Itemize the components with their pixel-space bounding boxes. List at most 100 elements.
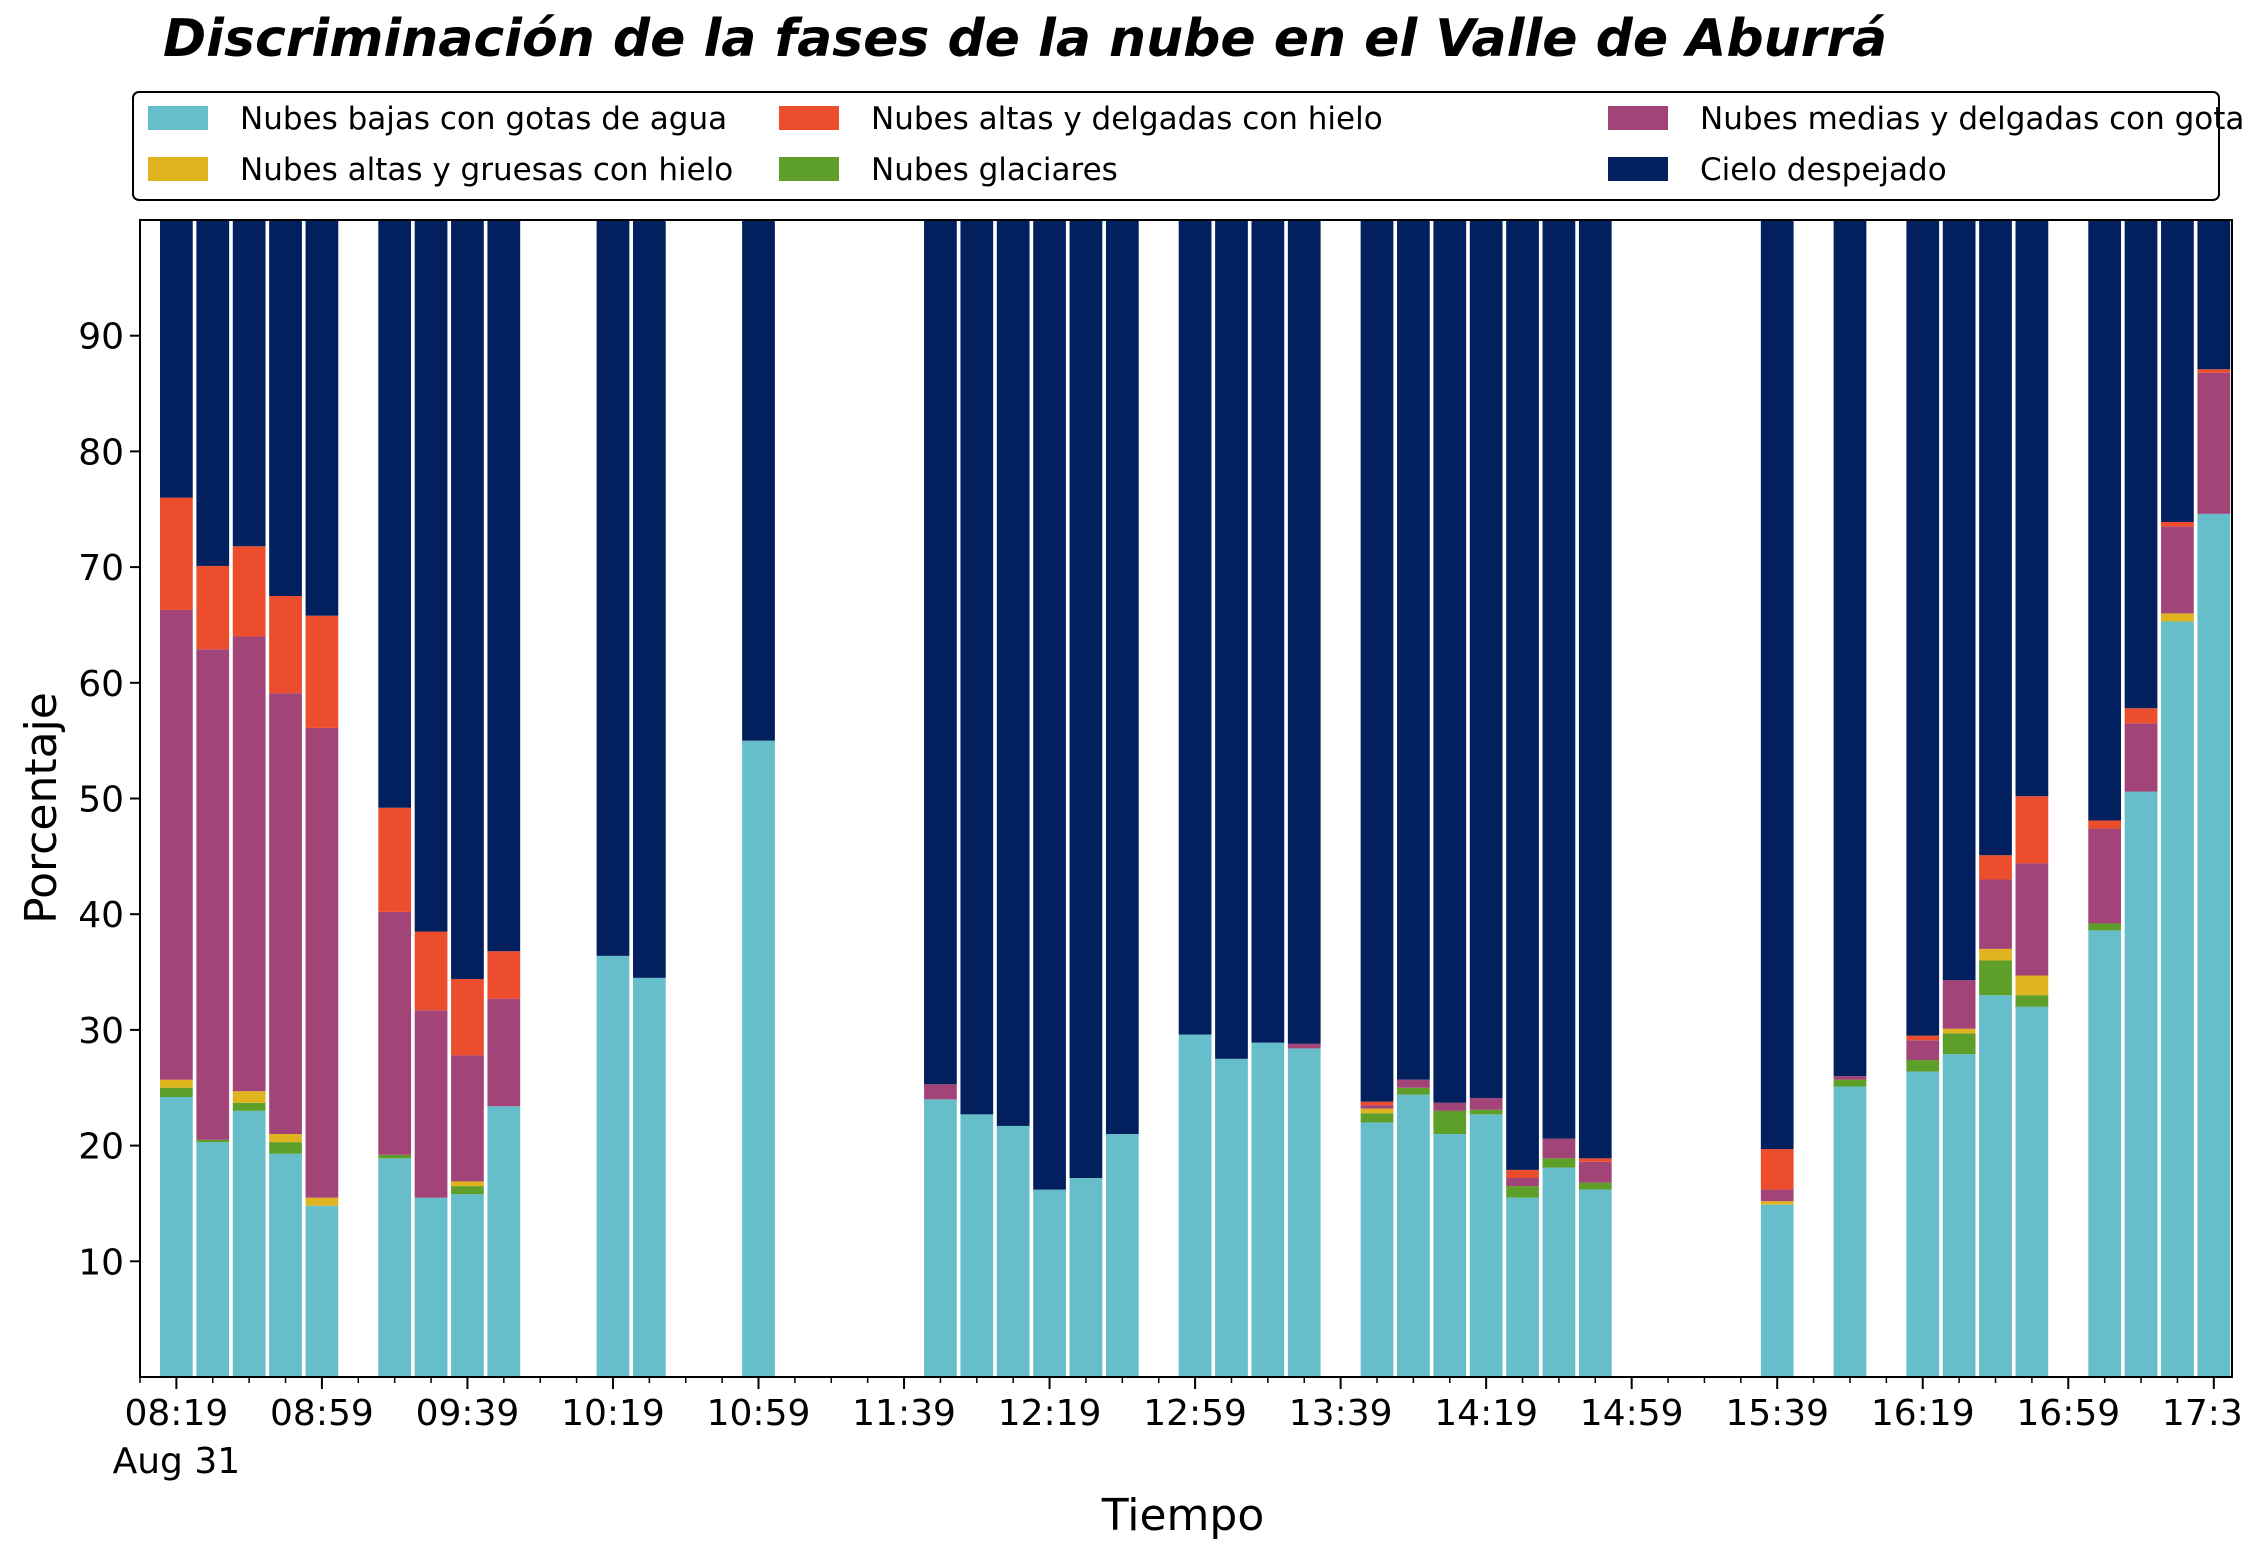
bar-group-0849 <box>269 220 302 1377</box>
bar-segment-5-s3 <box>378 911 412 1155</box>
bar-segment-30-s3 <box>1833 1076 1867 1080</box>
bar-segment-3-s3 <box>269 693 302 1135</box>
bar-segment-22-s4 <box>1360 1101 1394 1106</box>
bar-segment-2-s4 <box>232 546 266 637</box>
bar-segment-11-s0 <box>742 740 775 1377</box>
bar-segment-10-s5 <box>632 220 666 978</box>
bar-segment-1-s5 <box>196 220 230 566</box>
bar-segment-24-s3 <box>1433 1102 1467 1111</box>
chart-title: Discriminación de la fases de la nube en… <box>163 9 1887 69</box>
bar-segment-35-s3 <box>2088 828 2122 924</box>
bar-segment-8-s4 <box>487 951 521 999</box>
bar-segment-1-s1 <box>196 1139 230 1143</box>
bar-group-1619 <box>1906 220 1940 1377</box>
bar-segment-1-s0 <box>196 1142 230 1377</box>
bar-segment-29-s2 <box>1760 1201 1794 1205</box>
bar-segment-7-s1 <box>451 1186 484 1195</box>
bar-group-1209 <box>996 220 1030 1377</box>
y-tick-label-40: 40 <box>78 895 124 936</box>
x-tick-sublabel-19: Aug 31 <box>113 1441 241 1482</box>
bar-group-1439 <box>1542 220 1576 1377</box>
bar-segment-29-s5 <box>1760 220 1794 1150</box>
bar-group-1639 <box>1979 220 2012 1377</box>
bar-segment-21-s5 <box>1287 220 1321 1044</box>
bar-segment-16-s0 <box>1069 1178 1103 1377</box>
bar-segment-29-s3 <box>1760 1189 1794 1202</box>
y-tick-label-70: 70 <box>78 548 124 589</box>
bar-segment-38-s4 <box>2197 369 2231 373</box>
bar-group-0949 <box>487 220 521 1377</box>
bar-group-0939 <box>451 220 484 1377</box>
bar-group-0859 <box>305 220 339 1377</box>
bar-segment-26-s0 <box>1506 1197 1539 1377</box>
bar-segment-29-s0 <box>1760 1204 1794 1377</box>
bar-segment-37-s4 <box>2161 521 2194 527</box>
y-tick-label-80: 80 <box>78 432 124 473</box>
legend-label-3: Nubes medias y delgadas con gotas de agu… <box>1700 101 2244 137</box>
bar-segment-12-s5 <box>924 220 957 1085</box>
bar-segment-36-s4 <box>2124 708 2158 724</box>
bar-segment-0-s1 <box>160 1087 193 1098</box>
bar-segment-36-s5 <box>2124 220 2158 709</box>
bar-segment-23-s1 <box>1397 1087 1430 1095</box>
y-tick-label-10: 10 <box>78 1242 124 1283</box>
bar-segment-29-s4 <box>1760 1149 1794 1190</box>
legend-label-5: Cielo despejado <box>1700 152 1947 188</box>
bar-group-1729 <box>2161 220 2194 1377</box>
bar-segment-1-s4 <box>196 565 230 650</box>
x-tick-label-99: 09:39 <box>416 1393 520 1434</box>
bar-group-0839 <box>232 220 266 1377</box>
bar-group-1259 <box>1178 220 1212 1377</box>
bar-segment-23-s0 <box>1397 1094 1430 1377</box>
bar-segment-32-s0 <box>1942 1054 1976 1377</box>
y-tick-label-20: 20 <box>78 1127 124 1168</box>
bar-segment-5-s4 <box>378 807 412 912</box>
bar-segment-32-s3 <box>1942 980 1976 1029</box>
y-tick-label-50: 50 <box>78 780 124 821</box>
bar-segment-34-s4 <box>2015 796 2049 864</box>
bar-segment-7-s4 <box>451 978 484 1056</box>
x-tick-label-259: 12:19 <box>998 1393 1102 1434</box>
bar-segment-21-s0 <box>1287 1048 1321 1377</box>
bar-group-1409 <box>1433 220 1467 1377</box>
bar-group-1429 <box>1506 220 1539 1377</box>
bar-segment-33-s1 <box>1979 960 2012 996</box>
bar-segment-35-s5 <box>2088 220 2122 821</box>
bar-segment-25-s1 <box>1469 1109 1503 1115</box>
bar-segment-36-s3 <box>2124 723 2158 792</box>
bar-segment-31-s1 <box>1906 1059 1940 1072</box>
bar-group-1419 <box>1469 220 1503 1377</box>
bar-segment-15-s5 <box>1033 220 1066 1190</box>
legend-frame <box>132 91 2220 201</box>
legend-label-0: Nubes bajas con gotas de agua <box>240 101 727 137</box>
bar-segment-0-s5 <box>160 220 193 498</box>
bar-group-0929 <box>414 220 448 1377</box>
bar-segment-35-s1 <box>2088 923 2122 931</box>
bar-segment-17-s5 <box>1105 220 1139 1135</box>
bar-segment-26-s3 <box>1506 1178 1539 1187</box>
bar-segment-31-s4 <box>1906 1035 1940 1041</box>
bar-segment-17-s0 <box>1105 1134 1139 1377</box>
bar-segment-10-s0 <box>632 977 666 1377</box>
bar-segment-27-s5 <box>1542 220 1576 1139</box>
bar-segment-22-s2 <box>1360 1108 1394 1114</box>
bar-segment-6-s0 <box>414 1197 448 1377</box>
bar-segment-13-s5 <box>960 220 994 1115</box>
x-tick-label-339: 13:39 <box>1289 1393 1393 1434</box>
bar-segment-14-s5 <box>996 220 1030 1126</box>
bar-segment-12-s3 <box>924 1084 957 1100</box>
bar-segment-33-s5 <box>1979 220 2012 856</box>
bar-segment-5-s5 <box>378 220 412 808</box>
bar-segment-30-s5 <box>1833 220 1867 1077</box>
bar-segment-14-s0 <box>996 1125 1030 1377</box>
bar-segment-38-s5 <box>2197 220 2231 370</box>
bar-segment-25-s3 <box>1469 1098 1503 1110</box>
bar-group-1559 <box>1833 220 1867 1377</box>
y-axis-label: Porcentaje <box>16 692 67 924</box>
legend-label-2: Nubes altas y gruesas con hielo <box>240 152 733 188</box>
bar-segment-7-s5 <box>451 220 484 979</box>
bar-segment-30-s1 <box>1833 1079 1867 1087</box>
bar-segment-6-s5 <box>414 220 448 932</box>
x-tick-label-59: 08:59 <box>270 1393 374 1434</box>
bar-segment-3-s1 <box>269 1142 302 1154</box>
